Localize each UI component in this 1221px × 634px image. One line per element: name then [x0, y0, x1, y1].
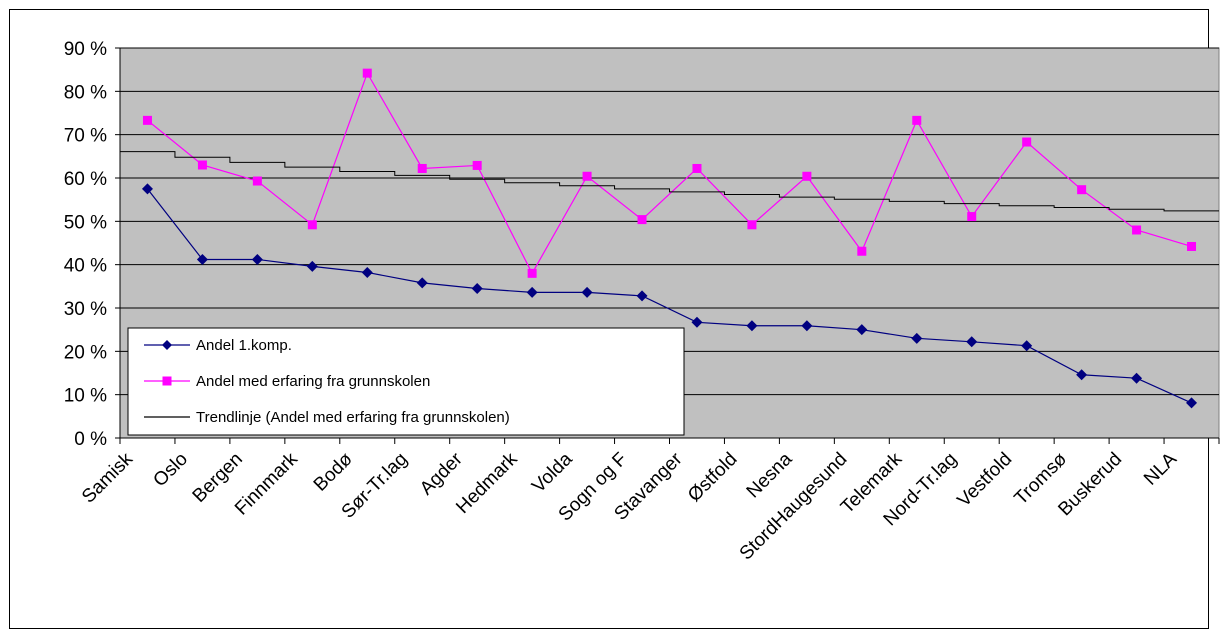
data-point-diamond	[141, 183, 153, 195]
data-point-diamond	[801, 320, 813, 332]
data-point-diamond	[1021, 340, 1033, 352]
y-tick-label: 30 %	[64, 299, 107, 320]
x-tick-label: Oslo	[149, 449, 191, 491]
y-tick-label: 60 %	[64, 169, 107, 190]
data-point-square	[142, 115, 152, 125]
data-point-diamond	[1076, 369, 1088, 381]
legend-marker-square	[162, 376, 172, 386]
data-point-diamond	[361, 266, 373, 278]
data-point-diamond	[526, 286, 538, 298]
y-tick-label: 80 %	[64, 82, 107, 103]
data-point-square	[1022, 137, 1032, 147]
x-tick-label: Vestfold	[954, 449, 1017, 512]
y-tick-label: 70 %	[64, 126, 107, 147]
y-tick-label: 0 %	[74, 429, 107, 450]
data-point-square	[197, 160, 207, 170]
legend-label: Andel med erfaring fra grunnskolen	[196, 373, 430, 390]
legend	[127, 327, 685, 436]
data-point-diamond	[966, 336, 978, 348]
data-point-diamond	[636, 290, 648, 302]
data-point-diamond	[196, 253, 208, 265]
data-point-square	[472, 160, 482, 170]
series-line-andel-erfaring	[147, 71, 1192, 275]
legend-label: Trendlinje (Andel med erfaring fra grunn…	[196, 409, 510, 426]
x-tick-label: Østfold	[684, 449, 741, 506]
data-point-square	[1187, 241, 1197, 251]
y-tick-label: 50 %	[64, 212, 107, 233]
data-point-diamond	[416, 277, 428, 289]
data-point-diamond	[471, 283, 483, 294]
data-point-diamond	[251, 253, 263, 265]
data-point-diamond	[746, 320, 758, 332]
data-point-diamond	[911, 332, 923, 344]
legend-marker-diamond	[162, 340, 172, 350]
data-point-square	[637, 215, 647, 225]
data-point-square	[307, 220, 317, 230]
data-point-diamond	[306, 260, 318, 272]
y-tick-label: 20 %	[64, 342, 107, 363]
x-tick-label: Agder	[416, 448, 467, 499]
data-point-square	[692, 163, 702, 173]
data-point-diamond	[581, 286, 593, 298]
data-point-square	[912, 115, 922, 125]
x-tick-label: Bodø	[310, 448, 357, 495]
y-tick-label: 40 %	[64, 256, 107, 277]
data-point-square	[802, 171, 812, 181]
data-point-square	[747, 220, 757, 230]
data-point-square	[252, 176, 262, 186]
data-point-diamond	[856, 324, 868, 336]
data-point-square	[527, 268, 537, 278]
series-line-trendline	[120, 151, 1219, 212]
legend-label: Andel 1.komp.	[196, 337, 292, 354]
x-tick-label: Samisk	[78, 448, 137, 507]
x-tick-label: Volda	[528, 448, 577, 497]
data-point-square	[417, 163, 427, 173]
x-tick-label: NLA	[1140, 448, 1181, 489]
data-point-square	[857, 246, 867, 256]
data-point-square	[1077, 185, 1087, 195]
y-tick-label: 10 %	[64, 386, 107, 407]
data-point-square	[1132, 225, 1142, 235]
x-tick-label: Nesna	[743, 448, 797, 502]
data-point-diamond	[1186, 397, 1198, 409]
series-line-andel-1komp	[147, 188, 1192, 404]
data-point-square	[362, 68, 372, 78]
y-tick-label: 90 %	[64, 39, 107, 60]
x-tick-label: Hedmark	[452, 448, 522, 518]
data-point-square	[967, 212, 977, 222]
data-point-diamond	[691, 316, 703, 328]
data-point-diamond	[1131, 372, 1143, 384]
data-point-square	[582, 171, 592, 181]
